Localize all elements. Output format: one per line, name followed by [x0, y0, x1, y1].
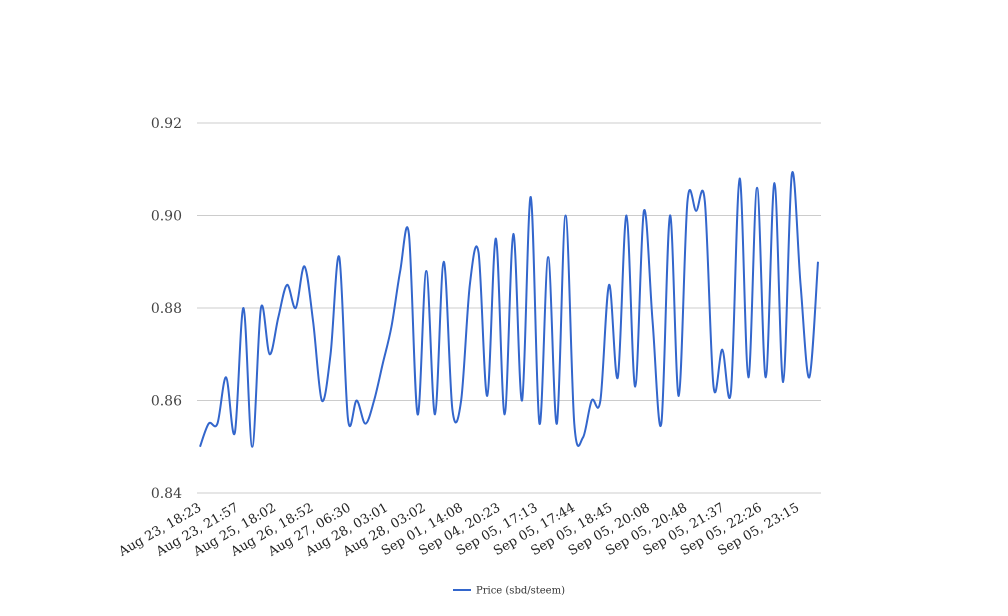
y-tick-label: 0.86: [151, 394, 182, 410]
series-line-price[interactable]: [199, 171, 819, 448]
y-tick-label: 0.88: [151, 301, 182, 317]
y-tick-label: 0.92: [151, 116, 182, 132]
y-tick-label: 0.84: [151, 486, 182, 502]
y-tick-label: 0.90: [151, 209, 182, 225]
series-layer: [199, 171, 819, 448]
y-axis-tick-labels: 0.84 0.86 0.88 0.90 0.92: [151, 116, 182, 502]
legend[interactable]: Price (sbd/steem): [453, 586, 565, 597]
legend-label-price: Price (sbd/steem): [476, 586, 565, 597]
